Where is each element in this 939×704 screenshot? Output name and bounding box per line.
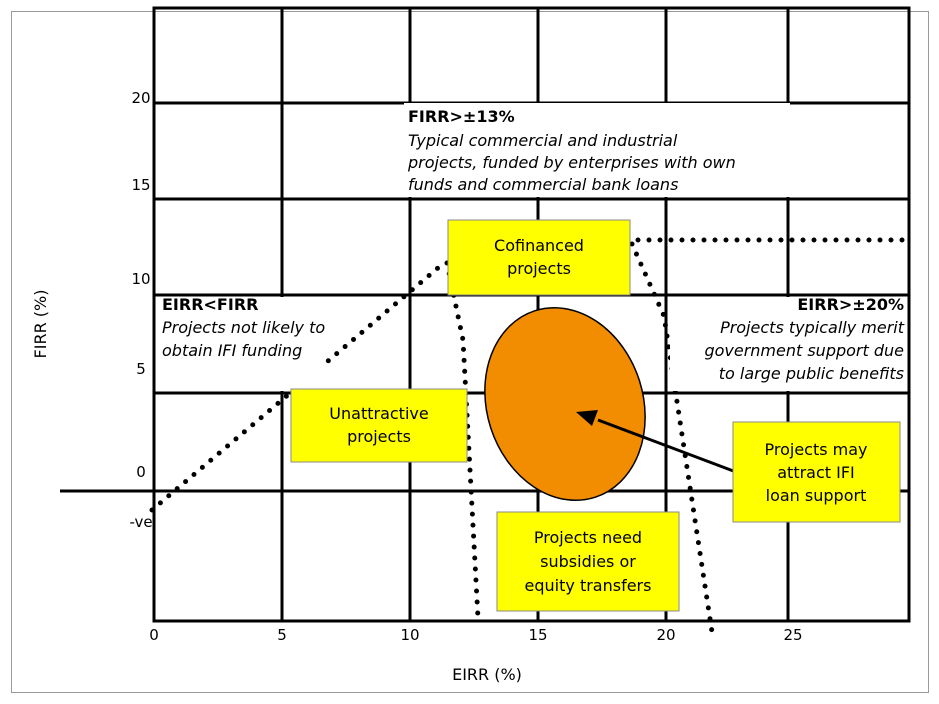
box-cofinanced-line: projects — [507, 259, 571, 278]
right-region-line: to large public benefits — [719, 364, 904, 383]
plot-border — [152, 6, 911, 623]
box-subsidies: Projects need subsidies or equity transf… — [496, 511, 680, 612]
left-region-title: EIRR<FIRR — [162, 295, 258, 314]
left-region-text: EIRR<FIRR Projects not likely to obtain … — [162, 295, 325, 360]
y-tick-label: 5 — [136, 360, 146, 378]
box-cofinanced: Cofinanced projects — [447, 219, 631, 296]
top-region-title: FIRR>±13% — [408, 107, 515, 126]
box-subsidies-line: subsidies or — [540, 552, 636, 571]
y-tick-label: 15 — [131, 176, 150, 194]
left-region-line: Projects not likely to — [162, 318, 325, 337]
top-text-bg — [404, 103, 790, 197]
x-tick-label: 0 — [149, 626, 159, 644]
x-tick-label: 15 — [528, 626, 547, 644]
x-tick-labels: 0 5 10 15 20 25 — [149, 626, 802, 644]
x-tick-label: 10 — [400, 626, 419, 644]
ifi-arrow — [576, 410, 737, 474]
x-tick-label: 5 — [277, 626, 287, 644]
box-ifi-line: loan support — [766, 486, 867, 505]
top-region-line: funds and commercial bank loans — [408, 175, 678, 194]
boundary-right-vertical — [629, 241, 715, 635]
x-tick-label: 25 — [783, 626, 802, 644]
boundary-eirr-eq-firr — [149, 259, 448, 513]
box-cofinanced-line: Cofinanced — [494, 236, 584, 255]
y-axis-title: FIRR (%) — [31, 290, 50, 359]
box-unattractive-line: projects — [347, 427, 411, 446]
right-region-text: EIRR>±20% Projects typically merit gover… — [704, 295, 904, 383]
box-ifi-line: attract IFI — [777, 463, 855, 482]
boundary-left-vertical — [444, 260, 481, 621]
left-text-bg — [158, 297, 324, 391]
top-region-line: projects, funded by enterprises with own — [407, 153, 736, 172]
left-region-line: obtain IFI funding — [162, 341, 302, 360]
boundary-lines — [149, 237, 913, 635]
box-subsidies-line: equity transfers — [525, 576, 652, 595]
y-tick-label: 20 — [131, 89, 150, 107]
y-tick-labels: 20 15 10 5 0 -ve — [129, 89, 152, 531]
top-region-line: Typical commercial and industrial — [408, 131, 678, 150]
right-region-line: government support due — [704, 341, 904, 360]
box-ifi-line: Projects may — [764, 440, 867, 459]
box-subsidies-line: Projects need — [534, 528, 642, 547]
right-region-title: EIRR>±20% — [797, 295, 904, 314]
right-text-bg — [670, 297, 906, 391]
y-tick-label: 0 — [136, 463, 146, 481]
box-ifi-support: Projects may attract IFI loan support — [732, 421, 901, 523]
y-tick-label: 10 — [131, 270, 150, 288]
right-region-line: Projects typically merit — [720, 318, 905, 337]
box-unattractive-line: Unattractive — [329, 404, 428, 423]
ifi-support-ellipse — [484, 306, 646, 502]
figure-frame — [11, 11, 929, 693]
x-axis-title: EIRR (%) — [452, 665, 522, 684]
top-region-text: FIRR>±13% Typical commercial and industr… — [407, 107, 736, 194]
x-tick-label: 20 — [656, 626, 675, 644]
y-tick-label: -ve — [129, 513, 152, 531]
box-unattractive: Unattractive projects — [290, 388, 468, 463]
